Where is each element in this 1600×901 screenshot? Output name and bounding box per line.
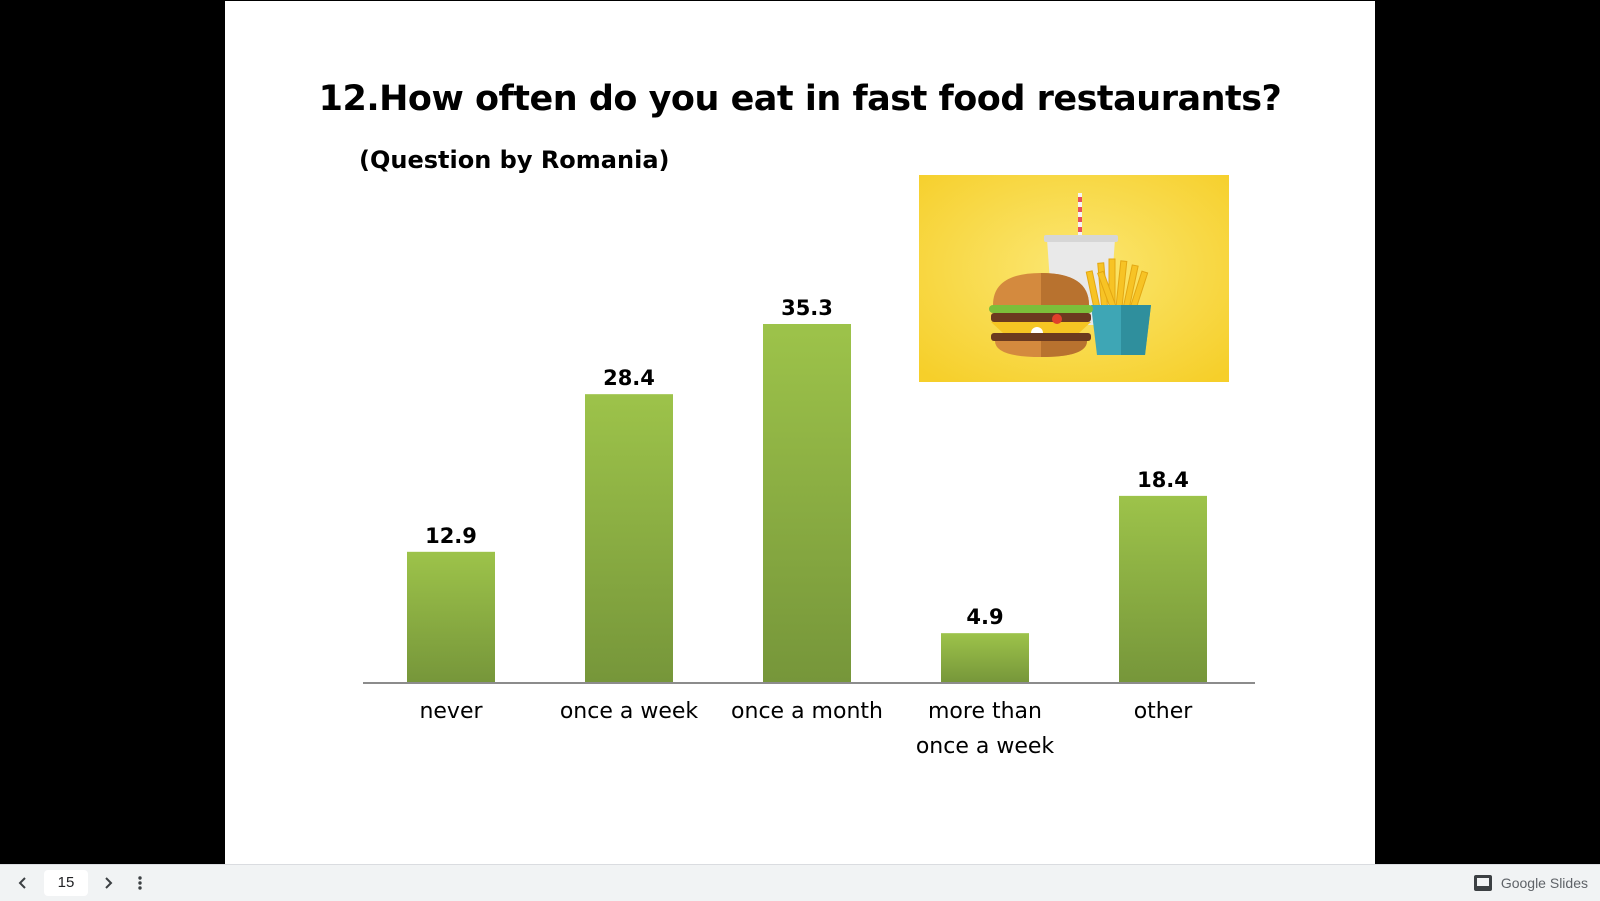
bar [585, 394, 673, 683]
bar [763, 324, 851, 683]
bar-value-label: 35.3 [781, 296, 833, 320]
bar-value-label: 18.4 [1137, 468, 1189, 492]
category-label: once a month [731, 699, 883, 724]
category-label-line: more than [928, 699, 1042, 724]
slide-subtitle: (Question by Romania) [359, 146, 670, 174]
fast-food-illustration [919, 175, 1229, 382]
category-label-line: once a month [731, 699, 883, 724]
presentation-toolbar: 15 Google Slides [0, 864, 1600, 901]
page-number-input[interactable]: 15 [44, 870, 88, 896]
category-label-line: never [419, 699, 483, 724]
more-options-button[interactable] [126, 869, 154, 897]
google-slides-link[interactable]: Google Slides [1473, 865, 1588, 901]
previous-slide-button[interactable] [9, 869, 37, 897]
slide-title: 12.How often do you eat in fast food res… [318, 79, 1282, 119]
slide: 12.How often do you eat in fast food res… [225, 1, 1375, 864]
next-slide-button[interactable] [94, 869, 122, 897]
chevron-right-icon [105, 877, 113, 889]
category-label: more than once a week [916, 699, 1055, 759]
bar-value-label: 28.4 [603, 366, 655, 390]
category-label-line: once a week [916, 734, 1055, 759]
bar [407, 551, 495, 683]
chevron-left-icon [18, 877, 26, 889]
more-vert-icon [138, 876, 142, 890]
category-label-line: other [1134, 699, 1194, 724]
slides-icon [1473, 875, 1492, 891]
category-label: never [419, 699, 483, 724]
bar-value-label: 12.9 [425, 524, 477, 548]
category-label-line: once a week [560, 699, 699, 724]
bar-value-label: 4.9 [966, 605, 1003, 629]
bar [941, 633, 1029, 683]
category-label: other [1134, 699, 1194, 724]
bar [1119, 495, 1207, 683]
bar-chart: 12.9 never 28.4 once a week 35.3 once a month… [363, 296, 1255, 759]
brand-label: Google Slides [1500, 875, 1588, 891]
category-label: once a week [560, 699, 699, 724]
